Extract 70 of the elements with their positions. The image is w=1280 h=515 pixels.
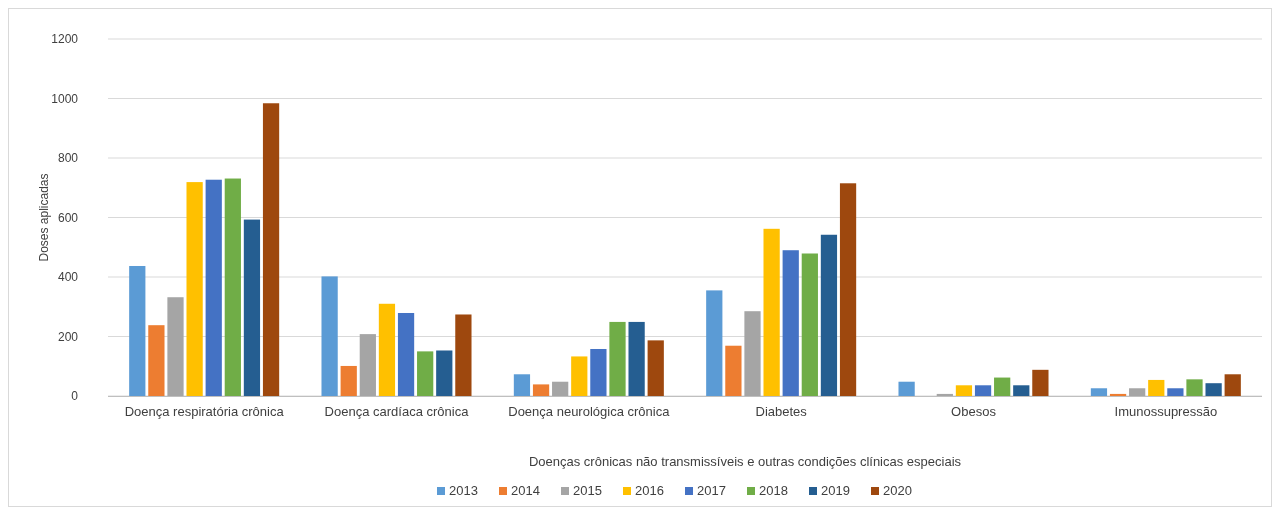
bar <box>571 356 588 396</box>
x-tick-label: Doença cardíaca crônica <box>324 404 470 419</box>
bar <box>436 350 453 396</box>
bar <box>820 234 838 396</box>
bar <box>898 381 915 396</box>
bar <box>1109 393 1127 396</box>
y-tick-label: 800 <box>57 151 79 166</box>
y-tick-label: 1200 <box>51 32 79 47</box>
legend-label: 2016 <box>635 483 664 498</box>
bar <box>725 345 742 396</box>
y-axis-title: Doses aplicadas <box>37 173 51 262</box>
bar <box>186 182 203 396</box>
bar <box>1224 374 1241 396</box>
y-tick-label: 200 <box>57 329 79 344</box>
bar <box>340 365 357 396</box>
bar <box>628 321 645 396</box>
y-tick-label: 1000 <box>51 91 79 106</box>
legend-label: 2018 <box>759 483 788 498</box>
bar <box>224 178 241 396</box>
bar <box>1148 379 1165 396</box>
bar <box>417 351 434 396</box>
bar <box>552 381 569 396</box>
x-tick-label: Imunossupressão <box>1114 404 1218 419</box>
bar <box>1167 388 1184 396</box>
x-tick-label: Doença neurológica crônica <box>508 404 671 419</box>
bar <box>1032 369 1049 396</box>
bar <box>590 349 607 396</box>
y-tick-label: 0 <box>71 389 79 404</box>
bar <box>129 265 146 396</box>
bar <box>994 377 1011 396</box>
bar <box>839 183 857 396</box>
bar <box>1186 379 1203 396</box>
legend-label: 2015 <box>573 483 602 498</box>
y-tick-label: 400 <box>57 270 79 285</box>
x-axis-title: Doenças crônicas não transmissíveis e outras condições clínicas especiais <box>528 454 962 469</box>
bar <box>647 340 664 396</box>
bar <box>397 313 415 396</box>
bar <box>801 253 818 396</box>
bar <box>243 219 261 396</box>
legend-label: 2014 <box>511 483 540 498</box>
bar <box>609 321 626 396</box>
bar <box>262 103 280 396</box>
legend-label: 2019 <box>821 483 850 498</box>
bar <box>205 179 222 396</box>
y-tick-label: 600 <box>57 210 79 225</box>
bar <box>359 334 376 396</box>
bar <box>955 385 973 396</box>
bar <box>378 303 396 396</box>
x-tick-label: Obesos <box>951 404 997 419</box>
bar <box>148 325 165 396</box>
bar <box>782 250 799 396</box>
bar <box>936 393 953 396</box>
bar <box>321 276 338 396</box>
legend-label: 2020 <box>883 483 912 498</box>
legend-label: 2017 <box>697 483 726 498</box>
bar <box>763 228 780 396</box>
bar <box>974 385 992 396</box>
bar <box>1090 388 1108 396</box>
bar <box>1013 385 1030 396</box>
bar <box>513 374 531 396</box>
bar <box>1205 383 1222 396</box>
x-tick-label: Diabetes <box>755 404 808 419</box>
bar <box>167 297 184 396</box>
bar <box>455 314 472 396</box>
bar <box>744 311 761 396</box>
x-tick-label: Doença respiratória crônica <box>124 404 285 419</box>
bar <box>1129 388 1146 396</box>
bar <box>706 290 723 396</box>
bar <box>532 384 550 396</box>
legend-label: 2013 <box>449 483 478 498</box>
